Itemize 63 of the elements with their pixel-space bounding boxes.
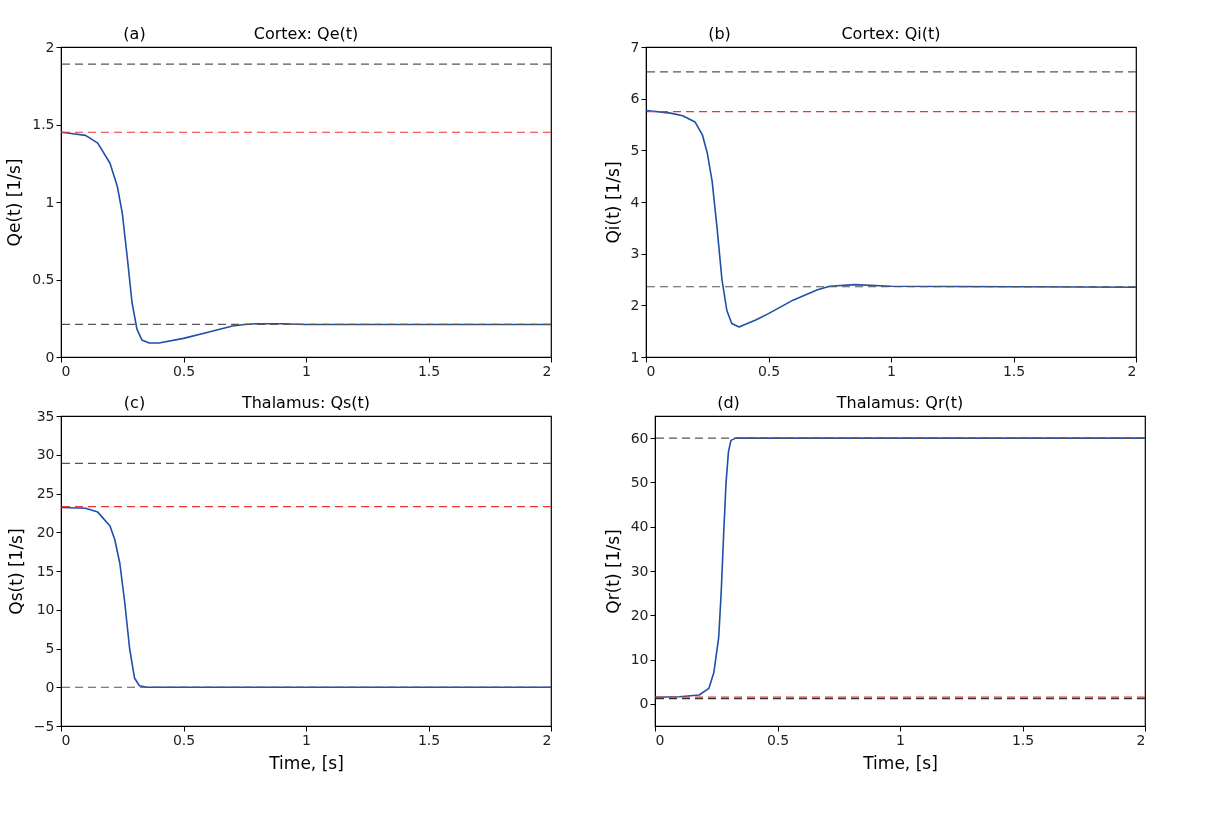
y-tick-label: 10 — [36, 601, 55, 618]
text: (b) — [708, 24, 731, 43]
y-tick-label: 30 — [36, 446, 55, 463]
y-tick-label: 6 — [630, 90, 640, 107]
y-tick-label: 4 — [630, 193, 640, 210]
y-tick-label: 7 — [630, 38, 640, 55]
chart-title: Cortex: Qe(t) — [253, 24, 359, 43]
y-tick-label: 40 — [630, 518, 649, 535]
x-tick-label: 1.5 — [1002, 362, 1026, 379]
y-tick-label: 20 — [36, 523, 55, 540]
y-tick-label: 2 — [630, 296, 640, 313]
y-tick-label: 1.5 — [32, 116, 55, 132]
text: (c) — [123, 393, 146, 412]
y-axis-title: Qe(t) [1/s] — [4, 158, 25, 247]
x-tick-label: 2 — [542, 731, 552, 748]
y-tick-label: 0 — [45, 348, 55, 365]
y-axis-title: Qs(t) [1/s] — [5, 528, 26, 615]
y-tick-label: 0 — [639, 695, 649, 712]
text: (d) — [717, 393, 740, 412]
y-tick-label: −5 — [33, 717, 55, 734]
x-tick-label: 1.5 — [1011, 731, 1035, 748]
x-tick-label: 0.5 — [172, 731, 196, 748]
y-tick-label: 20 — [630, 606, 649, 623]
y-tick-label: 30 — [630, 562, 649, 579]
x-tick-label: 0.5 — [172, 362, 196, 379]
x-tick-label: 2 — [1127, 362, 1137, 379]
chart-title: Cortex: Qi(t) — [841, 24, 941, 43]
x-tick-label: 1 — [302, 731, 311, 748]
y-tick-label: 15 — [36, 562, 55, 579]
x-axis-title: Time, [s] — [862, 752, 938, 773]
y-tick-label: 35 — [36, 407, 55, 424]
y-axis-title: Qi(t) [1/s] — [602, 161, 623, 244]
text: (a) — [123, 24, 146, 43]
y-tick-label: 5 — [630, 141, 640, 158]
y-tick-label: 1 — [630, 348, 640, 365]
y-tick-label: 0 — [45, 678, 55, 695]
x-tick-label: 0.5 — [757, 362, 781, 379]
y-tick-label: 25 — [36, 485, 55, 501]
x-tick-label: 2 — [542, 362, 552, 379]
y-tick-label: 5 — [45, 640, 55, 656]
line-series — [646, 109, 1136, 328]
y-tick-label: 1 — [45, 193, 55, 210]
x-tick-label: 0.5 — [766, 731, 790, 748]
chart-title: Thalamus: Qs(t) — [240, 393, 371, 412]
y-tick-label: 2 — [45, 38, 55, 55]
x-tick-label: 1 — [302, 362, 311, 379]
line-series — [61, 506, 551, 689]
x-tick-label: 2 — [1136, 731, 1146, 748]
y-axis-title: Qr(t) [1/s] — [602, 529, 623, 614]
chart-title: Thalamus: Qr(t) — [835, 393, 964, 412]
y-tick-label: 0.5 — [32, 271, 55, 287]
x-tick-label: 0 — [61, 731, 71, 748]
y-tick-label: 3 — [630, 245, 640, 262]
x-tick-label: 1 — [887, 362, 896, 379]
x-tick-label: 1.5 — [417, 731, 441, 748]
y-tick-label: 60 — [630, 429, 649, 446]
x-tick-label: 0 — [61, 362, 71, 379]
y-tick-label: 50 — [630, 473, 649, 490]
x-tick-label: 0 — [655, 731, 665, 748]
y-tick-label: 10 — [630, 651, 649, 668]
x-tick-label: 1 — [896, 731, 905, 748]
x-axis-title: Time, [s] — [268, 752, 344, 773]
x-tick-label: 1.5 — [417, 362, 441, 379]
